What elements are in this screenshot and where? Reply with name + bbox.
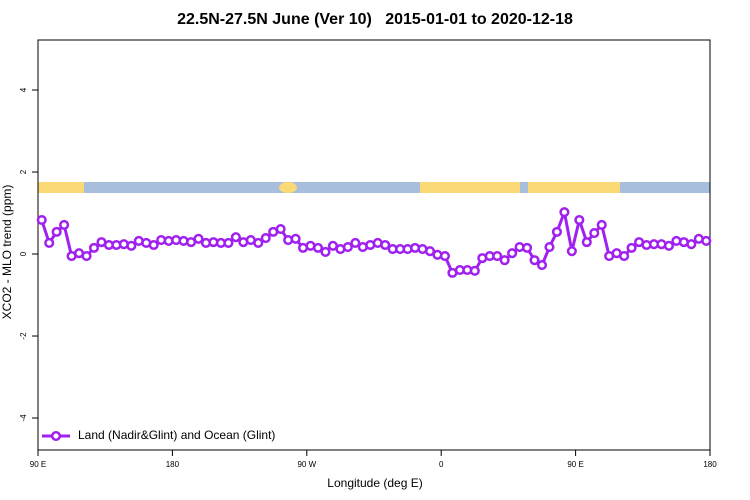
map-band	[38, 182, 710, 193]
point	[312, 242, 324, 253]
point	[193, 233, 204, 244]
point	[589, 228, 600, 239]
point	[59, 219, 70, 230]
point	[686, 239, 697, 250]
point	[626, 242, 637, 253]
legend-marker	[50, 430, 62, 442]
y-tick-label: -4	[19, 414, 28, 422]
x-tick-label: 90 E	[567, 460, 583, 469]
point	[275, 223, 286, 235]
x-tick-label: 90 E	[30, 460, 46, 469]
x-axis-label: Longitude (deg E)	[327, 476, 422, 490]
point	[507, 248, 518, 259]
y-tick-label: 0	[19, 251, 28, 256]
x-tick-label: 180	[703, 460, 717, 469]
point	[44, 237, 55, 248]
point	[230, 232, 241, 243]
point	[469, 265, 480, 276]
point	[499, 255, 510, 266]
point	[566, 246, 577, 257]
point	[380, 239, 391, 251]
point	[596, 219, 607, 230]
point	[342, 242, 353, 253]
point	[260, 232, 271, 244]
point	[126, 240, 137, 251]
point	[581, 237, 592, 248]
point	[320, 246, 331, 258]
point	[290, 233, 301, 244]
point	[350, 237, 361, 248]
point	[619, 251, 630, 262]
point	[51, 226, 62, 237]
chart-title: 22.5N-27.5N June (Ver 10) 2015-01-01 to …	[177, 11, 573, 28]
plot-frame	[37, 39, 711, 451]
point	[223, 237, 234, 248]
y-tick-label: 2	[19, 169, 28, 174]
point	[253, 237, 264, 248]
point	[544, 242, 555, 253]
point	[574, 214, 585, 226]
point	[522, 242, 533, 253]
point	[551, 226, 562, 237]
point	[529, 255, 540, 266]
point	[424, 246, 436, 257]
point	[36, 214, 47, 226]
point	[701, 235, 712, 246]
point	[492, 251, 503, 262]
point	[663, 240, 674, 251]
point	[148, 239, 159, 251]
y-tick-label: 4	[19, 87, 28, 92]
x-tick-label: 90 W	[297, 460, 316, 469]
x-tick-label: 180	[166, 460, 180, 469]
point	[81, 251, 92, 262]
point	[536, 260, 548, 271]
point	[88, 242, 100, 253]
legend-label: Land (Nadir&Glint) and Ocean (Glint)	[78, 428, 275, 442]
y-axis-label: XCO2 - MLO trend (ppm)	[0, 185, 14, 320]
y-tick-label: -2	[19, 332, 28, 340]
point	[439, 251, 450, 262]
x-tick-label: 0	[439, 460, 444, 469]
point	[559, 207, 570, 218]
